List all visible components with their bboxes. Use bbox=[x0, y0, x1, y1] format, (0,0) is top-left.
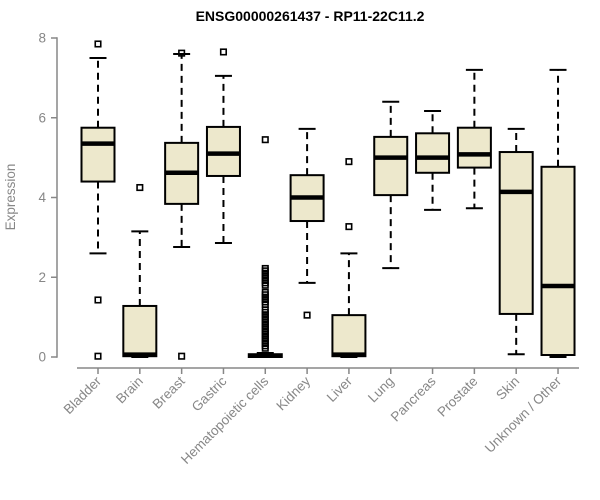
outlier-point bbox=[345, 223, 353, 231]
outlier-point bbox=[261, 344, 269, 352]
outlier-point bbox=[94, 40, 102, 48]
iqr-box bbox=[122, 304, 158, 358]
outlier-point bbox=[178, 352, 186, 360]
x-tick-label: Breast bbox=[150, 373, 188, 411]
iqr-box bbox=[373, 135, 409, 197]
outlier-point bbox=[261, 281, 269, 289]
iqr-box bbox=[80, 126, 116, 183]
iqr-box bbox=[331, 314, 367, 358]
boxplot-liver bbox=[331, 158, 367, 358]
x-tick-label: Skin bbox=[493, 374, 522, 403]
y-tick-label: 4 bbox=[38, 190, 46, 205]
x-tick-label: Pancreas bbox=[388, 373, 439, 424]
y-tick-label: 6 bbox=[38, 110, 46, 125]
boxplot-breast bbox=[164, 49, 200, 360]
outlier-point bbox=[345, 158, 353, 166]
x-tick-label: Lung bbox=[365, 374, 397, 406]
outlier-point bbox=[303, 311, 311, 319]
y-tick-label: 2 bbox=[38, 270, 46, 285]
boxplot-bladder bbox=[80, 40, 116, 360]
y-tick-label: 8 bbox=[38, 31, 46, 46]
boxplot-pancreas bbox=[415, 109, 451, 211]
outlier-point bbox=[178, 49, 186, 57]
iqr-box bbox=[415, 132, 451, 174]
outlier-point bbox=[94, 296, 102, 304]
x-tick-label: Prostate bbox=[434, 374, 480, 420]
boxplot-lung bbox=[373, 100, 409, 270]
x-tick-label: Unknown / Other bbox=[482, 373, 565, 456]
y-axis-label: Expression bbox=[3, 164, 18, 231]
x-tick-label: Liver bbox=[324, 373, 356, 405]
iqr-box bbox=[456, 126, 492, 169]
x-tick-label: Bladder bbox=[61, 373, 105, 417]
outlier-point bbox=[136, 183, 144, 192]
iqr-box bbox=[498, 151, 534, 315]
y-tick-label: 0 bbox=[38, 350, 46, 365]
outlier-point bbox=[219, 48, 228, 56]
boxplot-gastric bbox=[205, 48, 241, 244]
boxplot-skin bbox=[498, 127, 534, 356]
box-groups bbox=[80, 40, 576, 360]
boxplot-brain bbox=[122, 183, 158, 358]
boxplot-prostate bbox=[456, 68, 492, 210]
outlier-point bbox=[261, 136, 269, 144]
boxplot-hematopoietic-cells bbox=[247, 136, 283, 359]
outlier-point bbox=[94, 352, 102, 360]
iqr-box bbox=[540, 165, 576, 357]
boxplot-kidney bbox=[289, 127, 325, 319]
boxplot-unknown-other bbox=[540, 68, 576, 358]
x-tick-label: Kidney bbox=[273, 373, 313, 413]
chart-title: ENSG00000261437 - RP11-22C11.2 bbox=[196, 8, 425, 24]
x-tick-label: Brain bbox=[113, 374, 146, 407]
x-tick-label: Gastric bbox=[189, 373, 230, 414]
